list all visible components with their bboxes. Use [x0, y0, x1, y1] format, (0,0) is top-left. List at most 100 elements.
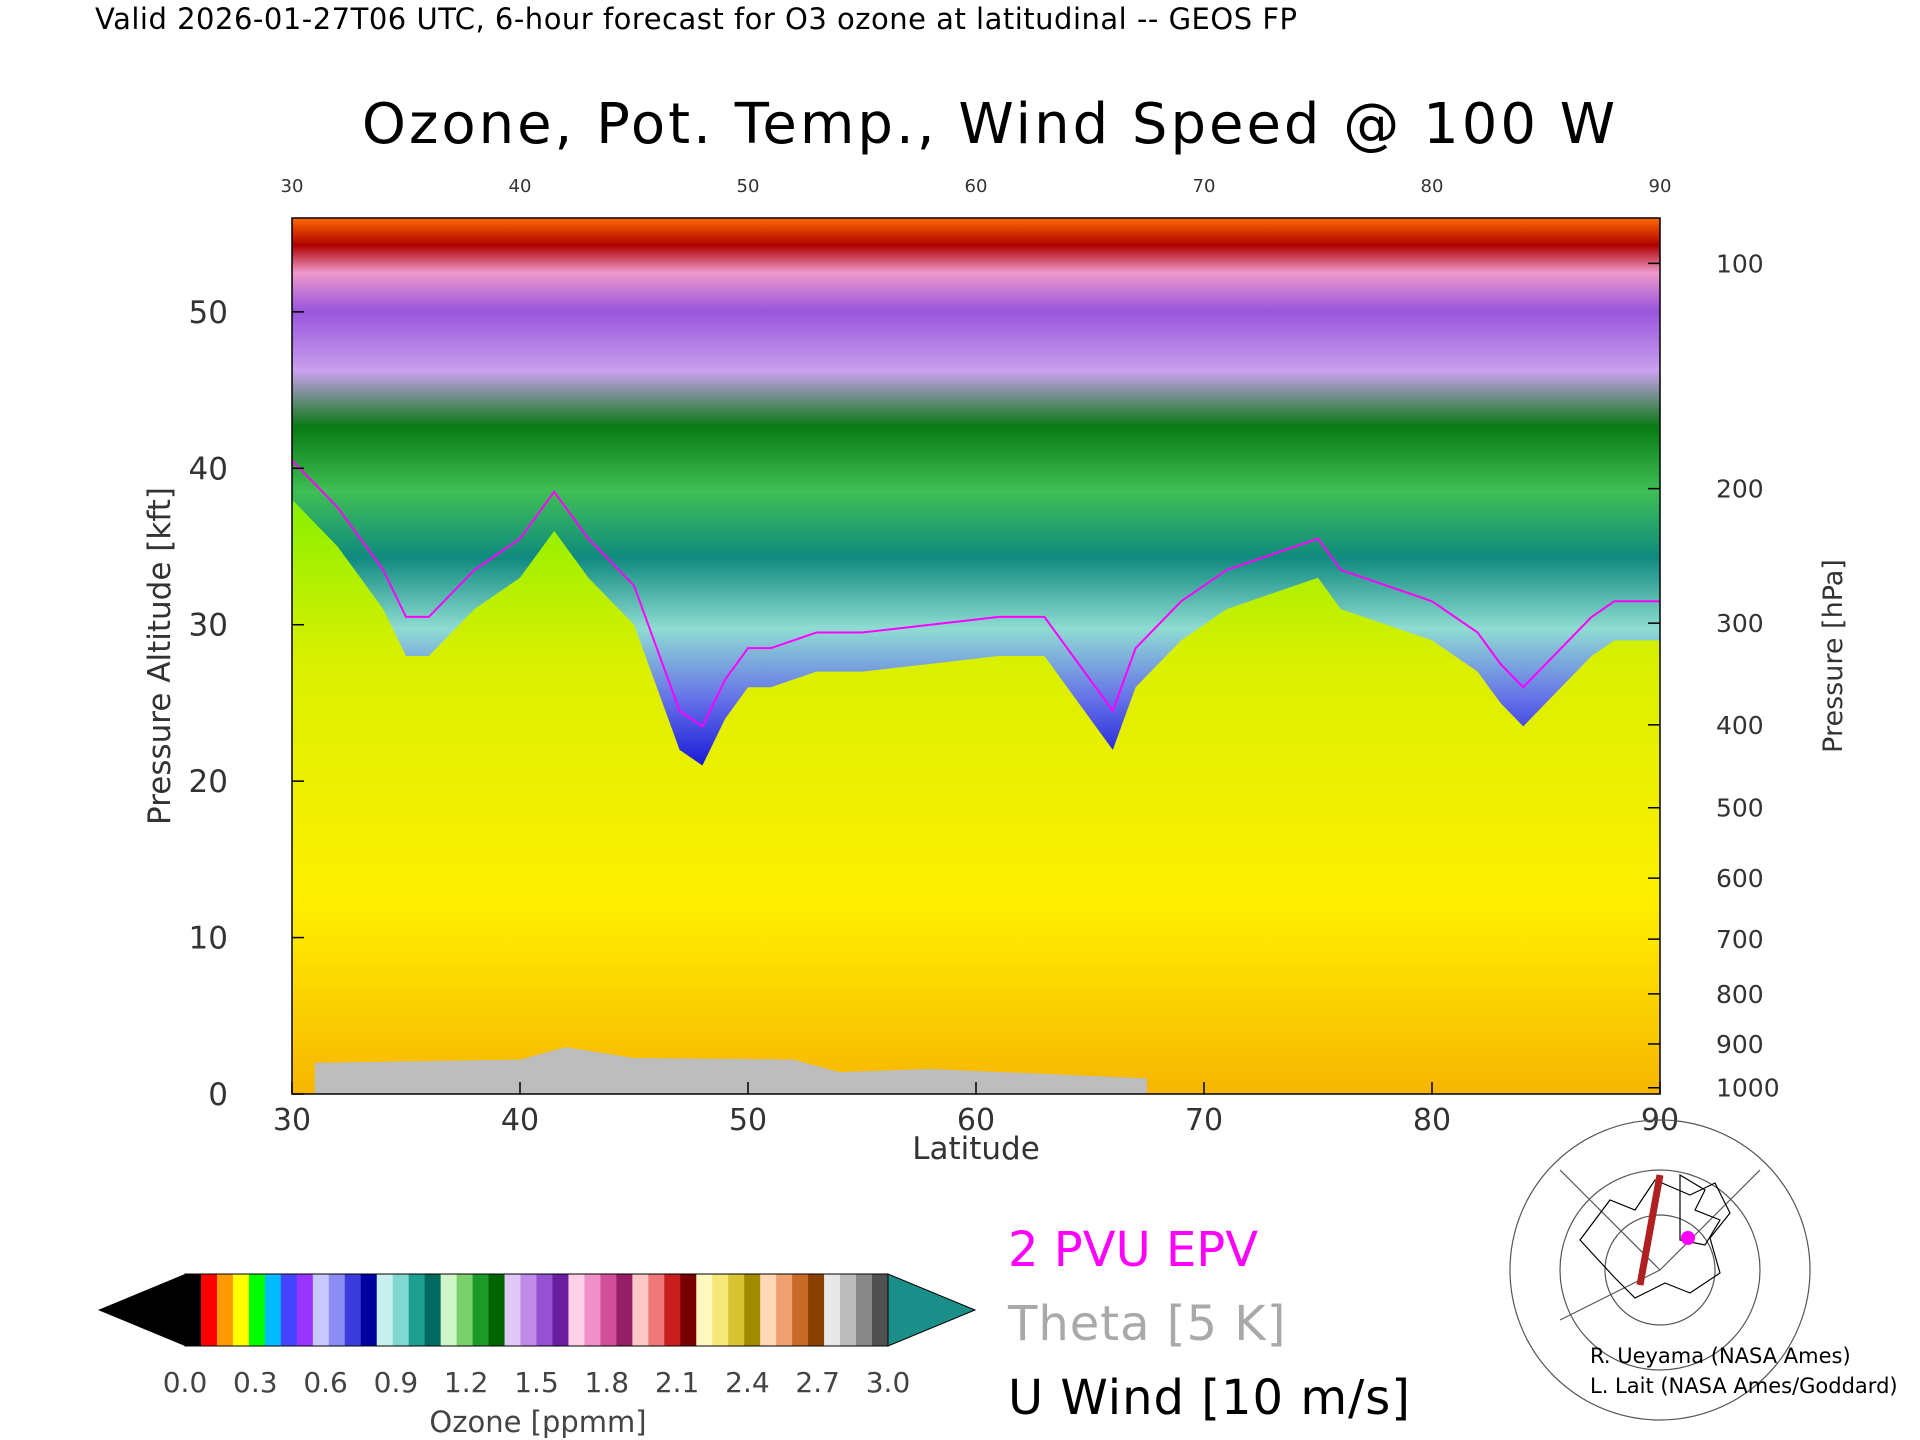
colorbar-swatch — [456, 1274, 474, 1346]
colorbar-label: Ozone [ppmm] — [429, 1405, 646, 1439]
colorbar-swatch — [264, 1274, 282, 1346]
y-tick-label-1: 10 — [189, 921, 228, 957]
ozone-colorbar: 0.0 0.3 0.6 0.9 1.2 1.5 1.8 2.1 2.4 2.7 3.0 — [98, 1273, 977, 1399]
x-top-tick-label-6: 90 — [1649, 176, 1672, 197]
colorbar-swatch — [792, 1274, 809, 1346]
colorbar-swatch — [232, 1274, 250, 1346]
colorbar-swatch — [280, 1274, 298, 1346]
colorbar-swatch — [552, 1274, 569, 1346]
pressure-tick-label-0: 100 — [1716, 249, 1764, 278]
colorbar-swatch — [616, 1274, 633, 1346]
colorbar-tick-label-6: 1.8 — [585, 1366, 630, 1399]
y-tick-label-0: 0 — [208, 1077, 228, 1113]
x-axis-label: Latitude — [912, 1131, 1040, 1167]
pressure-tick-label-3: 400 — [1716, 711, 1764, 740]
stratosphere-ozone-fill — [292, 218, 1660, 766]
colorbar-tick-label-1: 0.3 — [233, 1366, 278, 1399]
colorbar-tick-label-5: 1.5 — [514, 1366, 559, 1399]
epv-2pvu-contour — [292, 459, 1660, 728]
colorbar-tick-label-4: 1.2 — [444, 1366, 489, 1399]
pressure-tick-label-4: 500 — [1716, 794, 1764, 823]
location-map — [1509, 1119, 1811, 1421]
colorbar-swatch — [185, 1274, 202, 1346]
colorbar-swatch — [312, 1274, 330, 1346]
colorbar-swatch — [424, 1274, 442, 1346]
colorbar-tick-label-7: 2.1 — [655, 1366, 700, 1399]
colorbar-swatch — [376, 1274, 394, 1346]
colorbar-swatch — [712, 1274, 729, 1346]
colorbar-swatch — [744, 1274, 761, 1346]
x-top-tick-label-3: 60 — [965, 176, 988, 197]
colorbar-swatch — [808, 1274, 825, 1346]
colorbar-swatch — [408, 1274, 426, 1346]
colorbar-swatch — [664, 1274, 681, 1346]
colorbar-swatch — [328, 1274, 346, 1346]
colorbar-swatch — [648, 1274, 665, 1346]
x-tick-label-1: 40 — [501, 1103, 539, 1138]
pressure-tick-label-9: 1000 — [1716, 1074, 1780, 1103]
x-tick-label-4: 70 — [1185, 1103, 1223, 1138]
colorbar-swatch — [776, 1274, 793, 1346]
pressure-tick-label-6: 700 — [1716, 925, 1764, 954]
colorbar-tick-label-3: 0.9 — [374, 1366, 419, 1399]
colorbar-swatch — [296, 1274, 314, 1346]
colorbar-swatch — [696, 1274, 713, 1346]
pressure-tick-label-7: 800 — [1716, 980, 1764, 1009]
chart-title: Ozone, Pot. Temp., Wind Speed @ 100 W — [361, 92, 1619, 157]
colorbar-min-arrow — [98, 1274, 185, 1346]
colorbar-swatch — [472, 1274, 490, 1346]
plot-area — [292, 218, 1660, 1094]
colorbar-tick-label-10: 3.0 — [866, 1366, 911, 1399]
colorbar-swatch — [632, 1274, 649, 1346]
y-tick-label-3: 30 — [189, 608, 228, 644]
pressure-tick-label-2: 300 — [1716, 609, 1764, 638]
x-top-tick-label-1: 40 — [509, 176, 532, 197]
colorbar-swatch — [568, 1274, 585, 1346]
valid-time-line: Valid 2026-01-27T06 UTC, 6-hour forecast… — [95, 2, 1298, 36]
colorbar-swatch — [824, 1274, 841, 1346]
legend-theta: Theta [5 K] — [1008, 1296, 1287, 1352]
legend-epv: 2 PVU EPV — [1008, 1222, 1259, 1278]
colorbar-swatch — [360, 1274, 378, 1346]
colorbar-swatch — [520, 1274, 537, 1346]
colorbar-swatch — [344, 1274, 362, 1346]
colorbar-swatch — [200, 1274, 218, 1346]
colorbar-tick-label-9: 2.7 — [795, 1366, 840, 1399]
y-tick-label-2: 20 — [189, 764, 228, 800]
colorbar-swatch — [680, 1274, 697, 1346]
y-tick-label-5: 50 — [189, 295, 228, 331]
pressure-tick-label-5: 600 — [1716, 864, 1764, 893]
colorbar-tick-label-2: 0.6 — [303, 1366, 348, 1399]
y-tick-label-4: 40 — [189, 451, 228, 487]
colorbar-swatch — [488, 1274, 506, 1346]
y-axis-label-right: Pressure [hPa] — [1818, 559, 1849, 753]
colorbar-swatch — [216, 1274, 234, 1346]
colorbar-swatch — [536, 1274, 553, 1346]
colorbar-tick-label-0: 0.0 — [163, 1366, 208, 1399]
x-top-tick-label-4: 70 — [1193, 176, 1216, 197]
colorbar-swatch — [392, 1274, 410, 1346]
x-top-tick-label-0: 30 — [281, 176, 304, 197]
x-tick-label-3: 60 — [957, 1103, 995, 1138]
colorbar-swatch — [760, 1274, 777, 1346]
colorbar-swatch — [248, 1274, 266, 1346]
colorbar-swatch — [840, 1274, 857, 1346]
x-top-tick-label-2: 50 — [737, 176, 760, 197]
terrain-mask — [314, 1047, 1147, 1094]
pressure-tick-label-1: 200 — [1716, 475, 1764, 504]
colorbar-swatch — [584, 1274, 601, 1346]
colorbar-swatch — [440, 1274, 458, 1346]
x-tick-label-5: 80 — [1413, 1103, 1451, 1138]
colorbar-swatch — [504, 1274, 522, 1346]
x-top-tick-label-5: 80 — [1421, 176, 1444, 197]
y-axis-label-left: Pressure Altitude [kft] — [142, 487, 178, 825]
legend-u-wind: U Wind [10 m/s] — [1008, 1370, 1412, 1426]
colorbar-swatch — [728, 1274, 745, 1346]
credit-line-2: L. Lait (NASA Ames/Goddard) — [1590, 1374, 1898, 1398]
colorbar-max-arrow — [887, 1273, 977, 1347]
x-tick-label-2: 50 — [729, 1103, 767, 1138]
pressure-tick-label-8: 900 — [1716, 1030, 1764, 1059]
colorbar-swatch — [600, 1274, 617, 1346]
credit-line-1: R. Ueyama (NASA Ames) — [1590, 1344, 1851, 1368]
